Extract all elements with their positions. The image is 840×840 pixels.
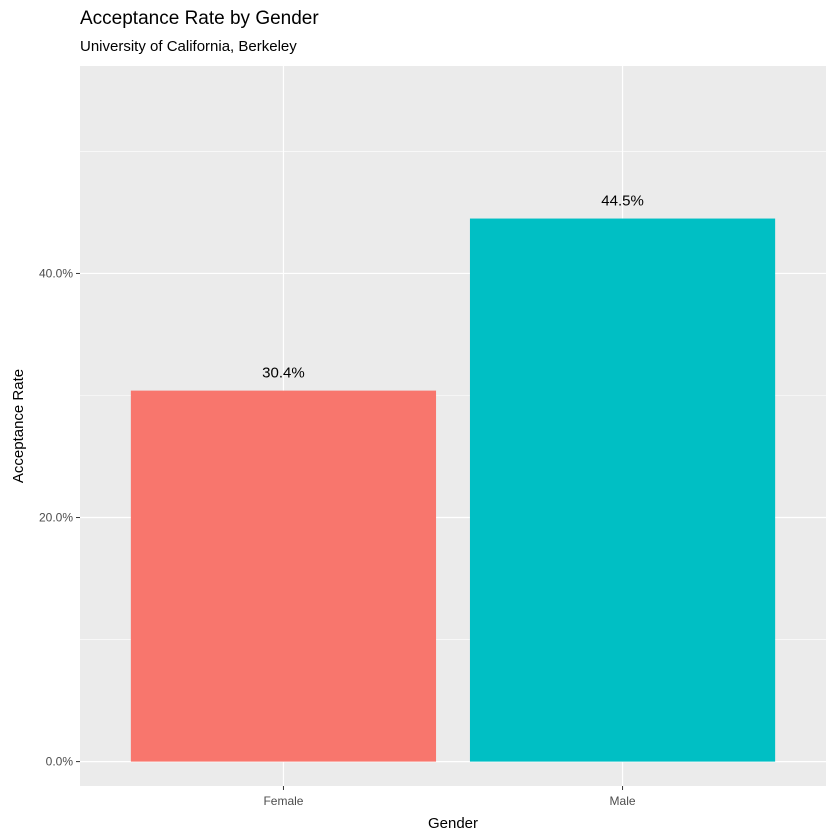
x-axis: Female Male — [263, 786, 636, 808]
y-axis-title: Acceptance Rate — [10, 369, 27, 483]
x-tick-label: Female — [263, 794, 303, 808]
chart-title: Acceptance Rate by Gender — [80, 8, 319, 29]
data-label-female: 30.4% — [262, 365, 305, 382]
bar-male — [469, 218, 776, 762]
x-tick-label: Male — [610, 794, 636, 808]
data-label-male: 44.5% — [601, 193, 644, 210]
chart-subtitle: University of California, Berkeley — [80, 38, 297, 55]
data-labels: 30.4% 44.5% — [262, 193, 644, 382]
x-axis-title: Gender — [428, 815, 478, 832]
y-tick-label: 20.0% — [39, 511, 73, 525]
y-axis: 0.0% 20.0% 40.0% — [39, 266, 80, 769]
bars — [130, 218, 776, 762]
bar-female — [130, 390, 437, 762]
y-tick-label: 0.0% — [46, 755, 74, 769]
y-tick-label: 40.0% — [39, 266, 73, 280]
